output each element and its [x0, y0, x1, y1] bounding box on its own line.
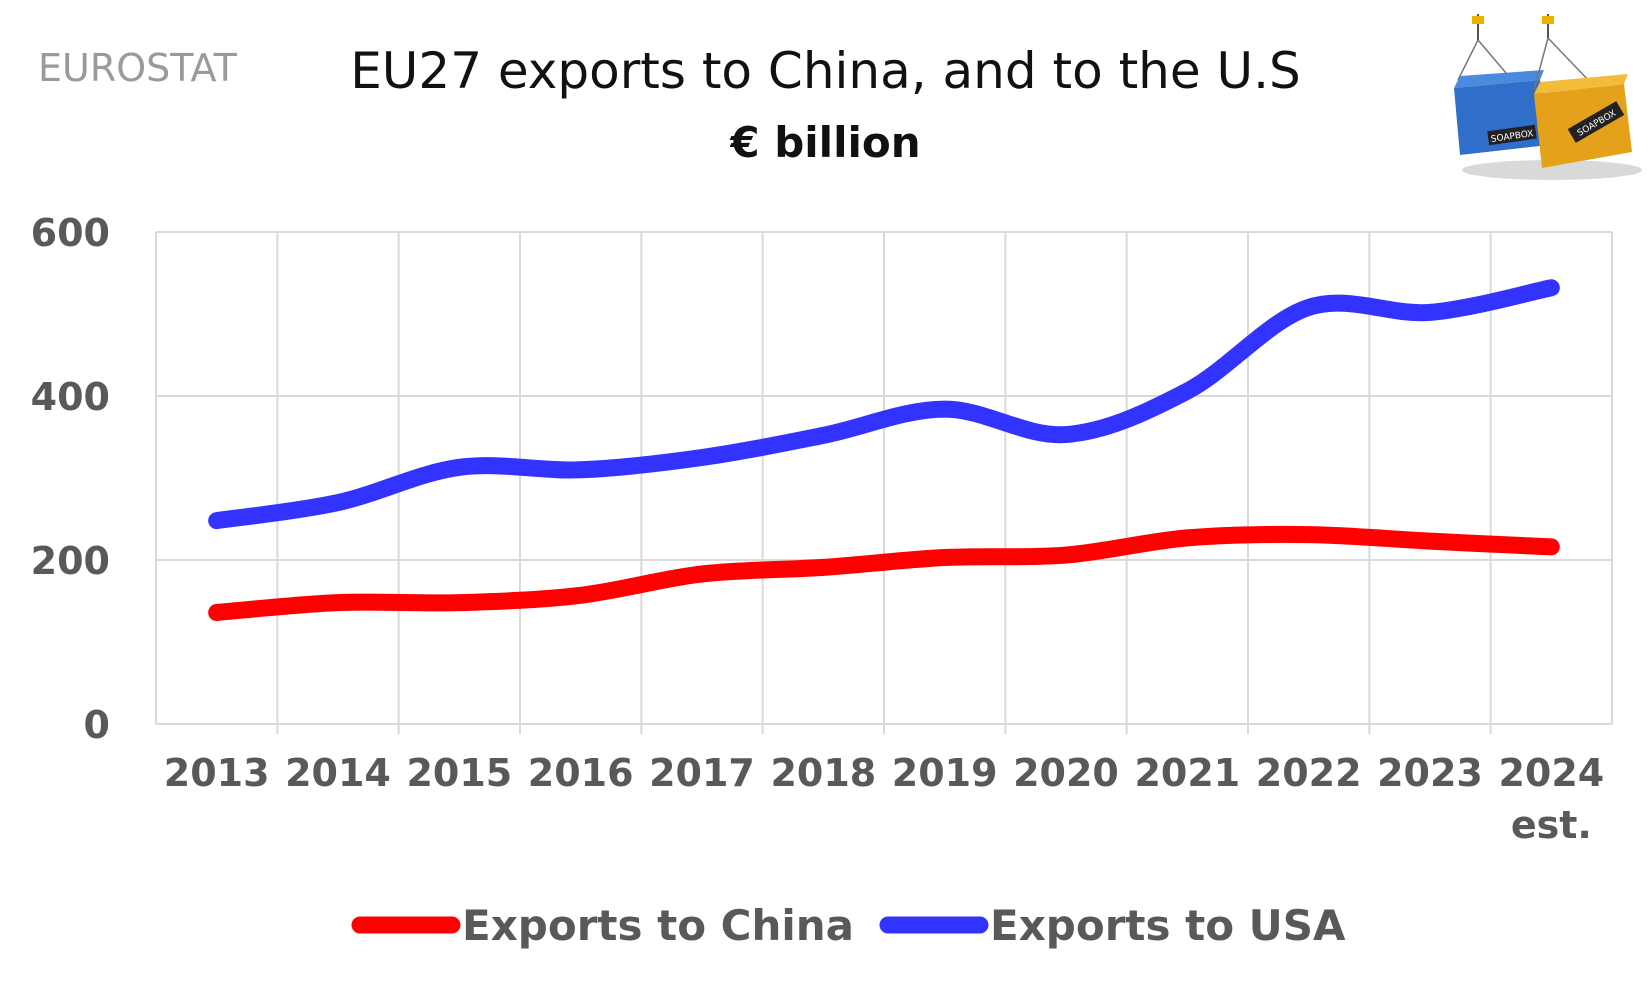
series-lines [208, 279, 1560, 621]
grid-lines [155, 231, 1613, 734]
y-axis-ticks: 0 200 400 600 [31, 211, 110, 747]
y-tick-label: 200 [31, 539, 110, 583]
x-tick-label: 2013 [164, 751, 270, 795]
x-tick-label: 2020 [1013, 751, 1119, 795]
legend-label-0: Exports to China [462, 901, 854, 950]
legend-label-1: Exports to USA [990, 901, 1346, 950]
x-tick-label: 2015 [406, 751, 512, 795]
x-tick-label: 2021 [1134, 751, 1240, 795]
x-axis-ticks: 2013 2014 2015 2016 2017 2018 2019 2020 2021 2022… [164, 751, 1604, 847]
x-tick-label: 2023 [1377, 751, 1483, 795]
x-tick-label: 2016 [528, 751, 634, 795]
x-tick-label: 2017 [649, 751, 755, 795]
y-tick-label: 600 [31, 211, 110, 255]
chart-subtitle: € billion [730, 118, 921, 167]
y-tick-label: 0 [84, 703, 110, 747]
series-line-0 [208, 525, 1560, 621]
x-tick-sublabel: est. [1511, 803, 1592, 847]
x-tick-label: 2024 [1498, 751, 1604, 795]
shipping-containers-icon: SOAPBOX SOAPBOX [1454, 14, 1642, 180]
series-line-1 [208, 279, 1560, 530]
chart-title: EU27 exports to China, and to the U.S [350, 42, 1301, 100]
x-tick-label: 2019 [892, 751, 998, 795]
x-tick-label: 2022 [1256, 751, 1362, 795]
y-tick-label: 400 [31, 375, 110, 419]
legend: Exports to China Exports to USA [351, 901, 1346, 950]
x-tick-label: 2018 [770, 751, 876, 795]
x-tick-label: 2014 [285, 751, 391, 795]
source-label: EUROSTAT [38, 46, 237, 90]
